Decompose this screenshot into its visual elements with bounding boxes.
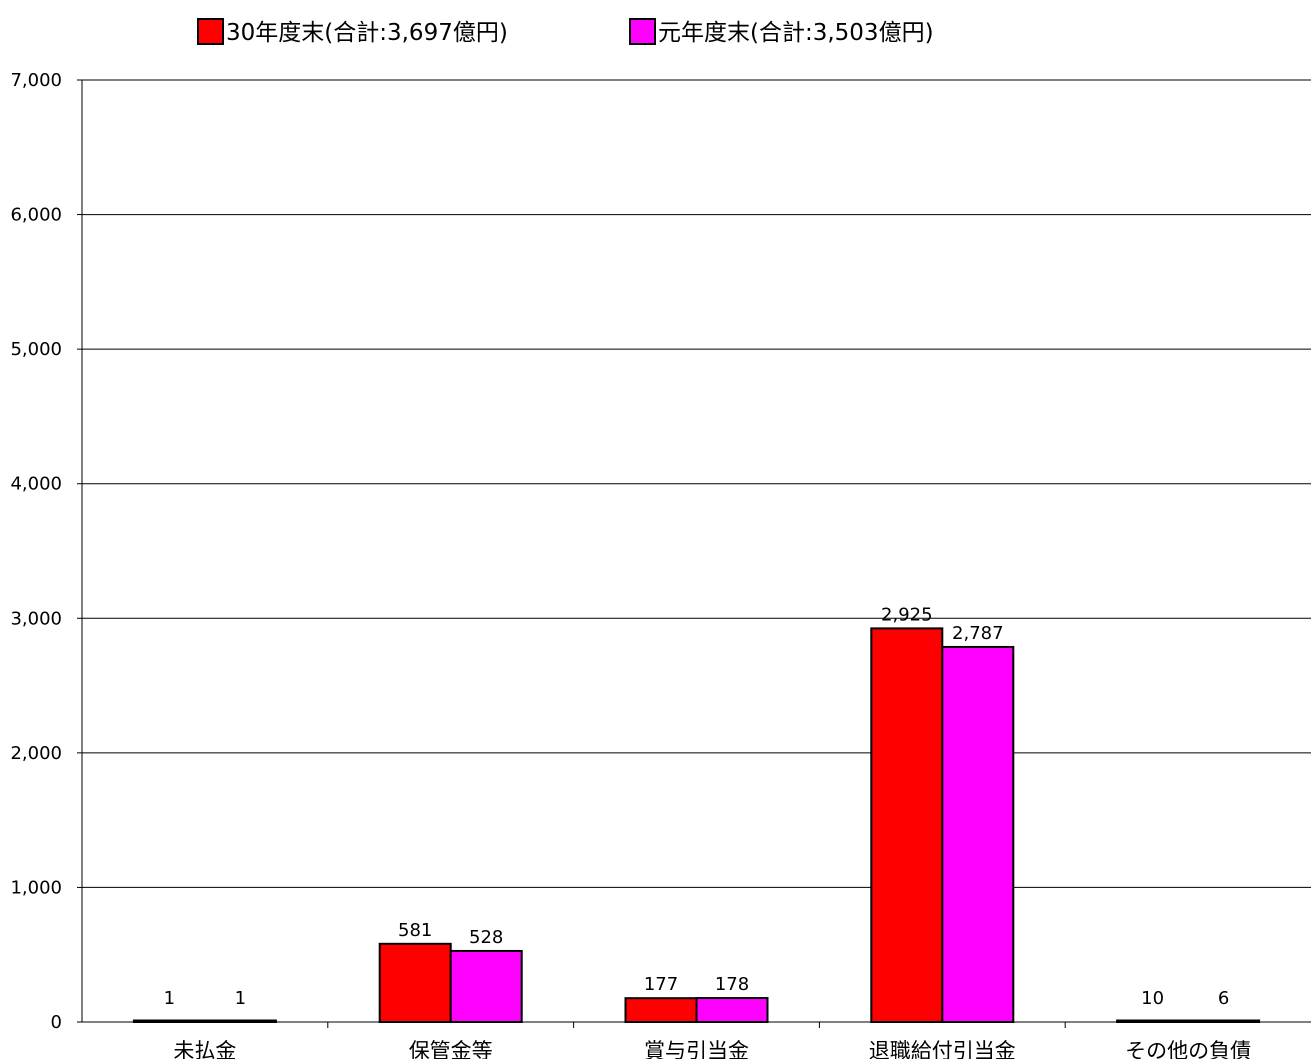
category-label-0: 未払金: [173, 1039, 236, 1059]
axes: [77, 79, 1311, 1028]
bar-2-series-1: [695, 997, 769, 1023]
data-label-2-series-0: 177: [644, 974, 678, 995]
y-tick-label-0: 0: [51, 1012, 62, 1033]
data-label-4-series-1: 6: [1218, 988, 1229, 1009]
data-labels: 1 1 581 528 177 178 2,925 2,787 10 6: [164, 604, 1230, 1009]
legend-swatch-0: [197, 18, 224, 45]
data-label-0-series-0: 1: [164, 988, 175, 1009]
legend: 30年度末(合計:3,697億円) 元年度末(合計:3,503億円): [197, 18, 934, 46]
y-tick-label-1: 1,000: [10, 877, 62, 898]
bar-3-series-0: [870, 627, 944, 1024]
bar-0-series-0: [132, 1019, 206, 1023]
y-tick-label-3: 3,000: [10, 608, 62, 629]
data-label-3-series-0: 2,925: [881, 604, 933, 625]
category-label-4: その他の負債: [1125, 1039, 1251, 1059]
legend-label-1: 元年度末(合計:3,503億円): [658, 20, 934, 46]
data-label-1-series-1: 528: [469, 927, 503, 948]
bar-1-series-0: [378, 942, 452, 1024]
bar-2-series-0: [624, 997, 698, 1023]
y-tick-label-4: 4,000: [10, 474, 62, 495]
bar-1-series-1: [449, 949, 523, 1023]
bar-3-series-1: [941, 645, 1015, 1023]
bars: [132, 627, 1261, 1024]
y-tick-label-5: 5,000: [10, 339, 62, 360]
legend-swatch-1: [629, 18, 656, 45]
gridlines: [82, 79, 1311, 888]
data-label-2-series-1: 178: [715, 974, 749, 995]
data-label-4-series-0: 10: [1141, 988, 1164, 1009]
bar-0-series-1: [203, 1019, 277, 1023]
y-tick-label-6: 6,000: [10, 205, 62, 226]
category-label-2: 賞与引当金: [644, 1039, 749, 1059]
bar-4-series-0: [1116, 1019, 1190, 1023]
data-label-3-series-1: 2,787: [952, 623, 1004, 644]
x-axis-category-labels: 未払金 保管金等 賞与引当金 退職給付引当金 その他の負債: [173, 1039, 1251, 1059]
y-tick-label-2: 2,000: [10, 743, 62, 764]
data-label-1-series-0: 581: [398, 920, 432, 941]
legend-label-0: 30年度末(合計:3,697億円): [226, 20, 508, 46]
y-tick-label-7: 7,000: [10, 70, 62, 91]
category-label-1: 保管金等: [409, 1039, 493, 1059]
y-axis-tick-labels: 0 1,000 2,000 3,000 4,000 5,000 6,000 7,000: [10, 70, 62, 1033]
data-label-0-series-1: 1: [235, 988, 246, 1009]
bar-4-series-1: [1187, 1019, 1261, 1023]
category-label-3: 退職給付引当金: [869, 1039, 1016, 1059]
